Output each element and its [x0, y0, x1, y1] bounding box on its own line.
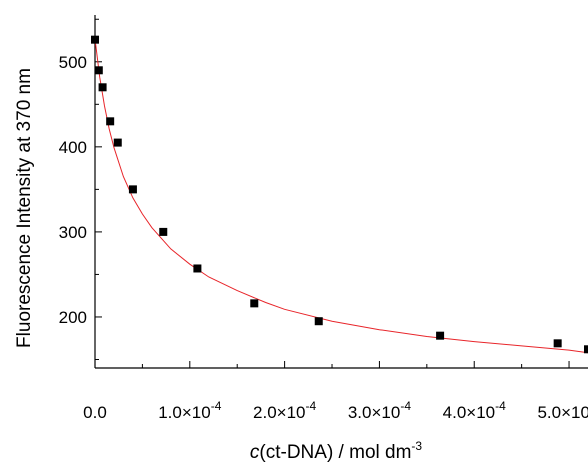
- data-point: [98, 83, 107, 92]
- x-tick-label: 4.0×10-4: [443, 399, 506, 422]
- data-point: [106, 117, 115, 126]
- y-tick-label: 200: [59, 308, 87, 327]
- y-axis-title: Fluorescence Intensity at 370 nm: [14, 68, 35, 348]
- data-point: [94, 66, 103, 75]
- x-tick-mantissa: 0.0: [83, 403, 107, 422]
- x-tick-exponent: -4: [400, 399, 411, 413]
- fit-curve: [94, 38, 588, 354]
- x-tick-label: 5.0×10-4: [537, 399, 588, 422]
- x-tick-exponent: -4: [211, 399, 222, 413]
- data-point: [584, 345, 588, 354]
- x-tick-exponent: -4: [306, 399, 317, 413]
- data-point: [553, 339, 562, 348]
- y-tick-label: 500: [59, 53, 87, 72]
- data-point: [128, 185, 137, 194]
- x-axis-title: c(ct-DNA) / mol dm-3: [250, 439, 422, 463]
- x-axis-title-main: (ct-DNA) / mol dm: [259, 442, 411, 463]
- x-tick-label: 2.0×10-4: [253, 399, 316, 422]
- x-tick-mantissa: 1.0×10: [158, 403, 210, 422]
- data-point: [113, 138, 122, 147]
- x-tick-exponent: -4: [495, 399, 506, 413]
- data-point: [436, 331, 445, 340]
- data-points: [91, 35, 588, 354]
- x-tick-label: 1.0×10-4: [158, 399, 221, 422]
- x-tick-mantissa: 5.0×10: [537, 403, 588, 422]
- x-tick-mantissa: 2.0×10: [253, 403, 305, 422]
- x-tick-mantissa: 4.0×10: [443, 403, 495, 422]
- x-ticks: 0.0 1.0×10-4 2.0×10-4 3.0×10-4 4.0×10-4 5.0×1…: [83, 361, 588, 422]
- x-tick-label: 0.0: [83, 403, 107, 422]
- y-tick-label: 400: [59, 138, 87, 157]
- y-tick-label: 300: [59, 223, 87, 242]
- x-axis-title-italic: c: [250, 442, 260, 463]
- x-tick-label: 3.0×10-4: [348, 399, 411, 422]
- data-point: [91, 35, 99, 44]
- data-point: [159, 227, 168, 236]
- x-axis-title-superscript: -3: [411, 439, 422, 453]
- y-ticks: 200 300 400 500: [59, 18, 102, 360]
- data-point: [314, 317, 323, 326]
- data-point: [193, 264, 202, 273]
- x-tick-mantissa: 3.0×10: [348, 403, 400, 422]
- data-point: [250, 299, 259, 308]
